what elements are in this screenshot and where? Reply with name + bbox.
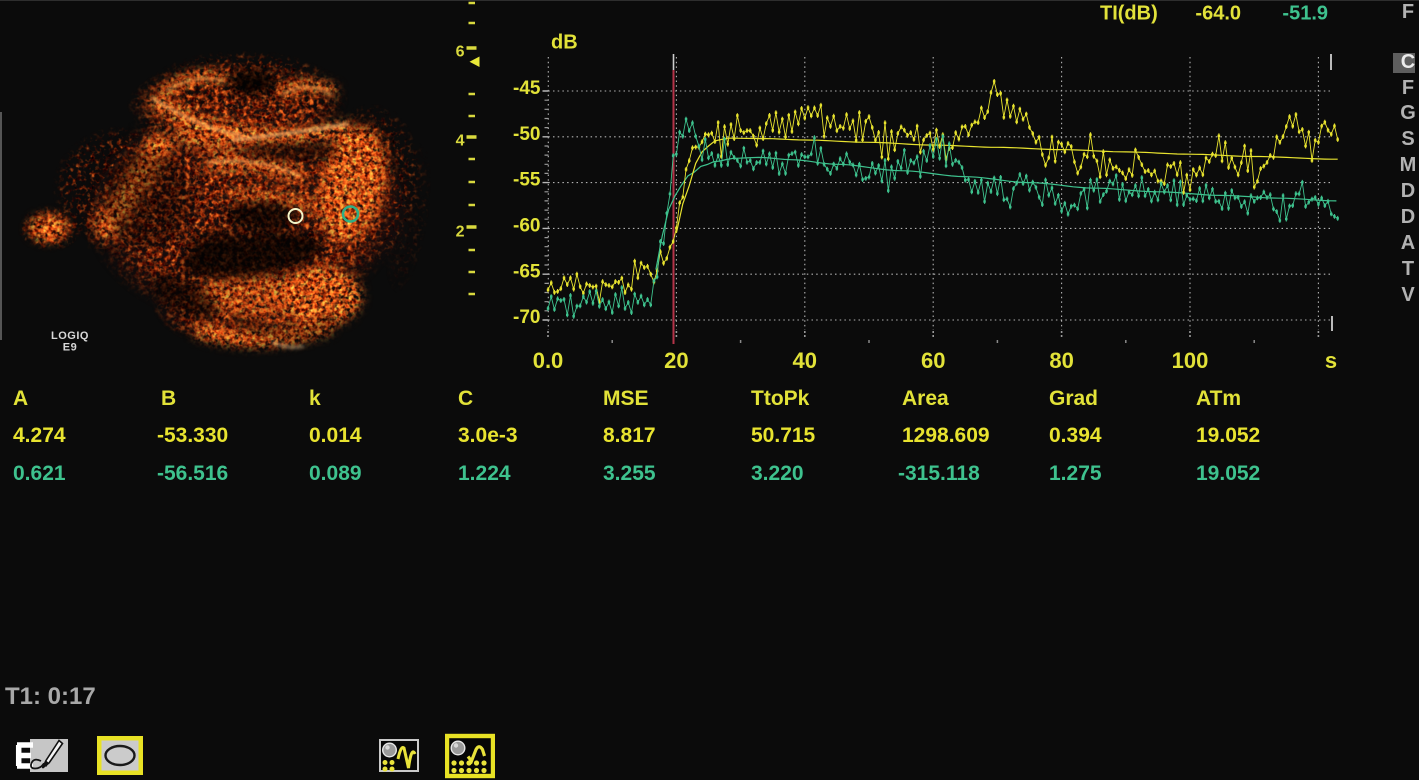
svg-text:20: 20: [664, 348, 688, 373]
svg-text:6: 6: [456, 43, 465, 60]
svg-text:LOGIQ: LOGIQ: [51, 330, 89, 342]
svg-text:4: 4: [456, 132, 465, 149]
svg-text:dB: dB: [551, 32, 578, 54]
svg-text:-55: -55: [513, 170, 541, 191]
svg-text:-64.0: -64.0: [1195, 3, 1241, 25]
svg-text:TI(dB): TI(dB): [1100, 3, 1158, 25]
svg-text:-51.9: -51.9: [1282, 3, 1328, 25]
svg-text:80: 80: [1049, 348, 1073, 373]
svg-text:-60: -60: [513, 216, 540, 237]
svg-text:40: 40: [793, 348, 817, 373]
svg-text:-50: -50: [513, 124, 540, 145]
svg-text:60: 60: [921, 348, 945, 373]
svg-text:2: 2: [456, 223, 465, 240]
svg-text:s: s: [1325, 348, 1337, 373]
svg-text:-65: -65: [513, 261, 541, 282]
svg-text:0.0: 0.0: [533, 348, 564, 373]
svg-text:100: 100: [1172, 348, 1209, 373]
svg-text:E9: E9: [63, 342, 77, 354]
svg-text:-70: -70: [513, 307, 540, 328]
svg-text:-45: -45: [513, 78, 541, 99]
